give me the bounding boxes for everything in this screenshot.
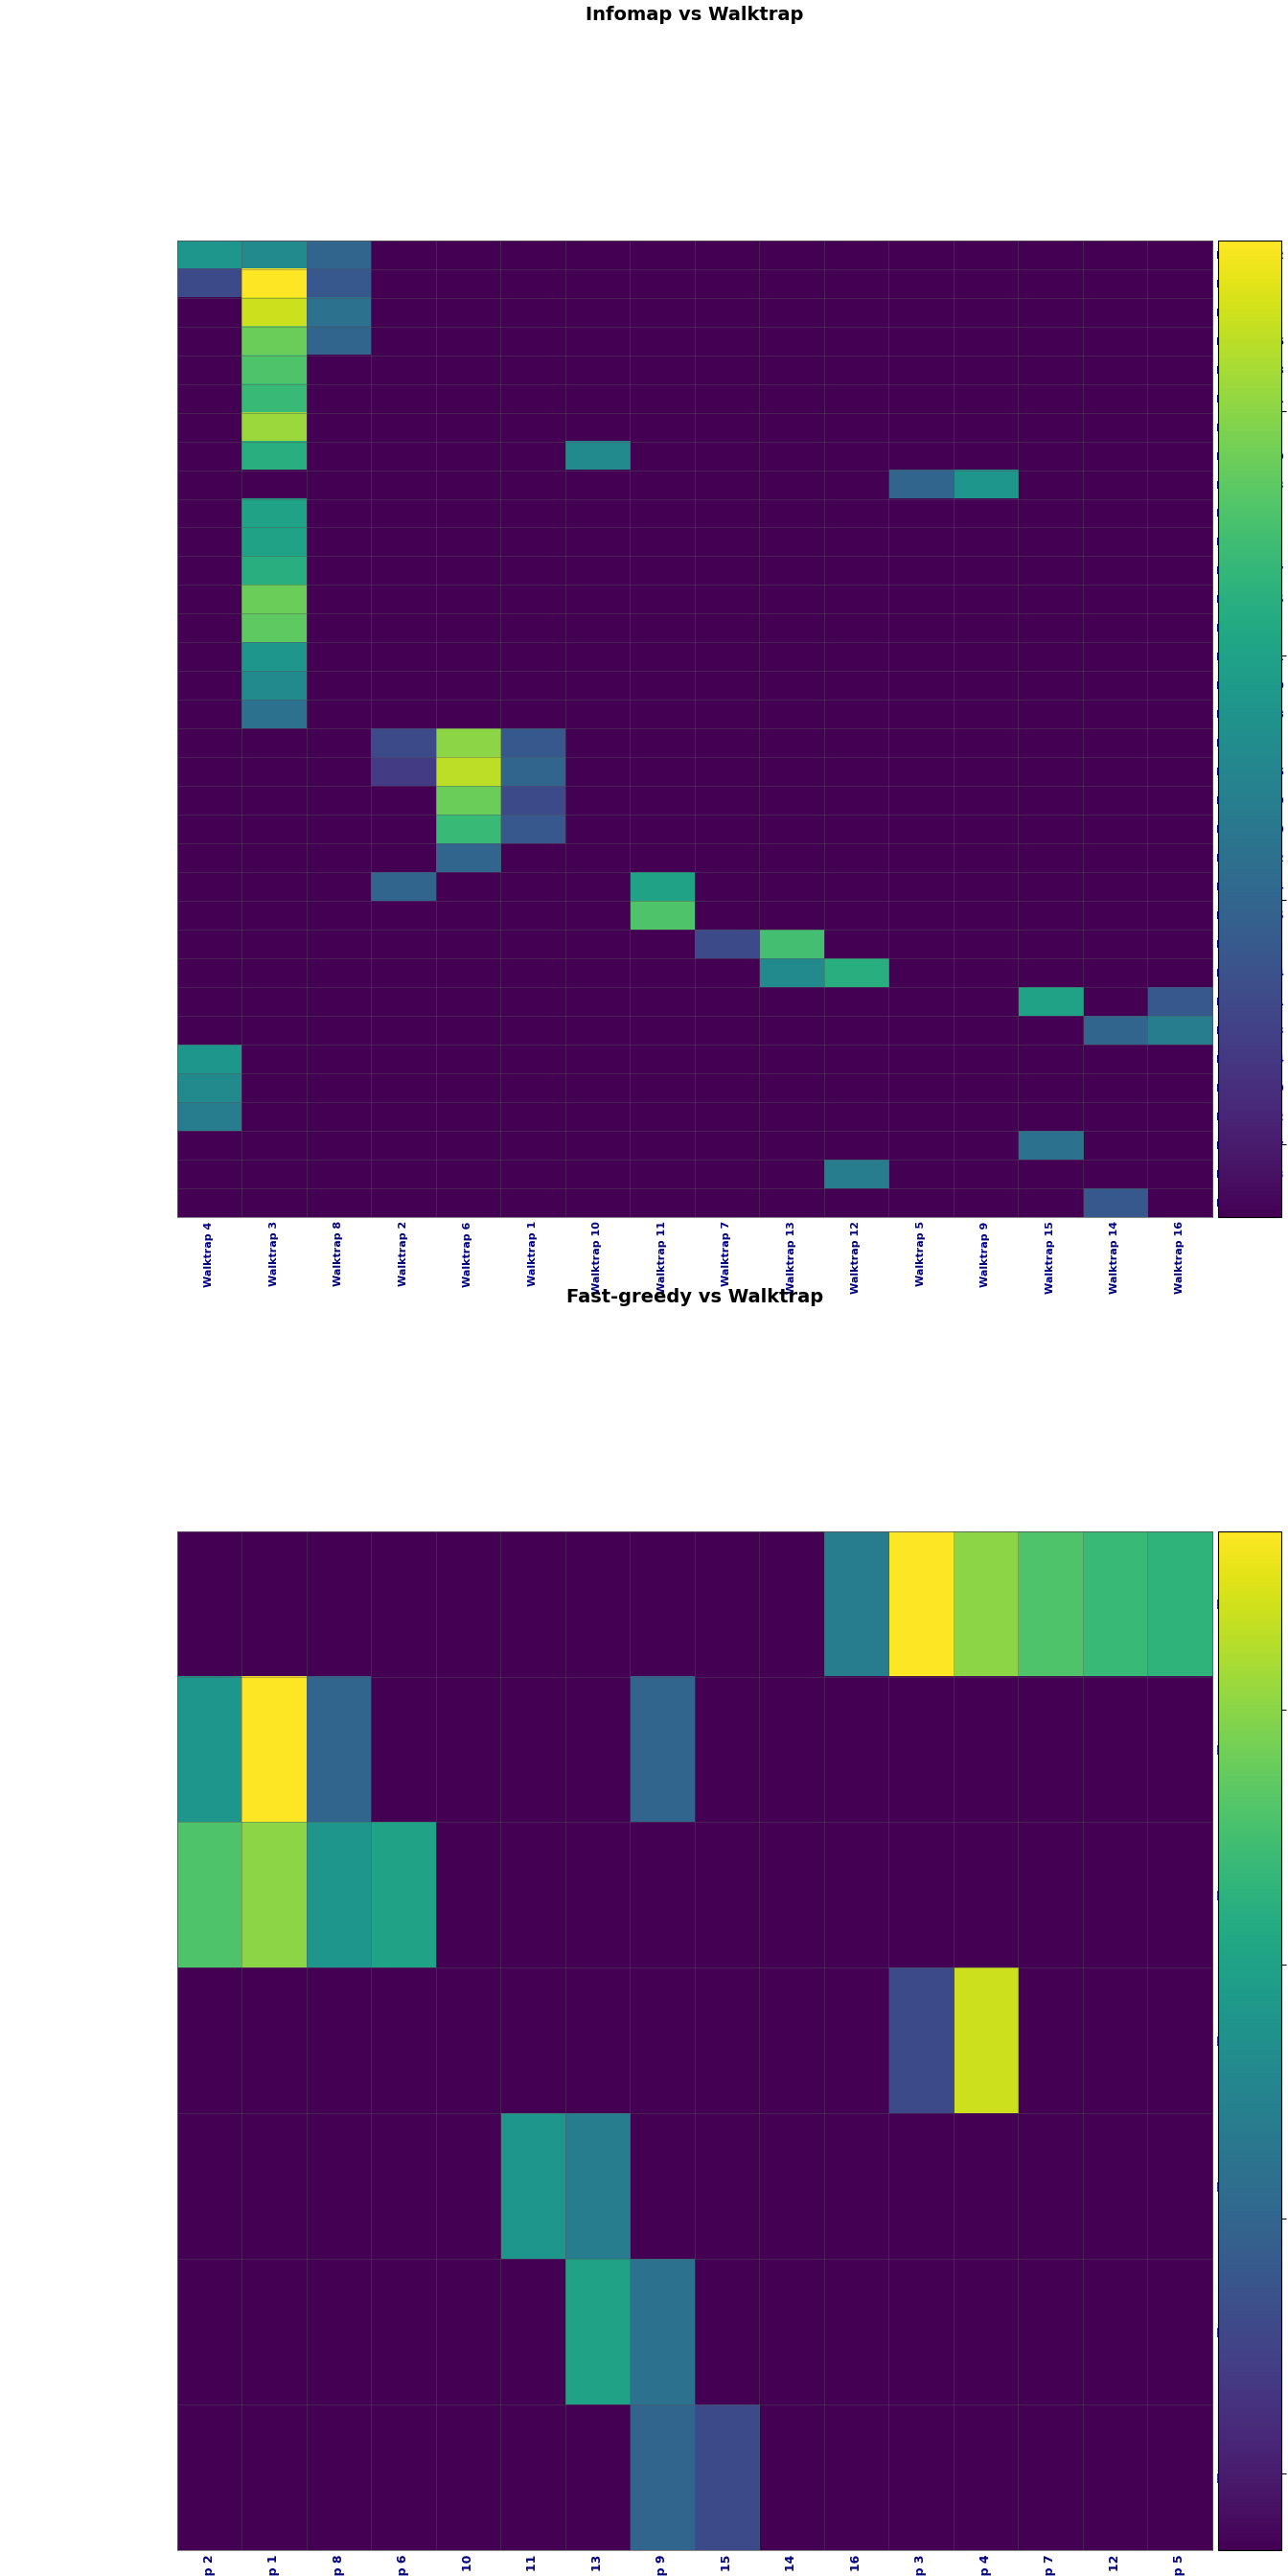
Title: Fast-greedy vs Walktrap: Fast-greedy vs Walktrap xyxy=(565,1288,823,1306)
Title: Infomap vs Walktrap: Infomap vs Walktrap xyxy=(586,5,804,23)
